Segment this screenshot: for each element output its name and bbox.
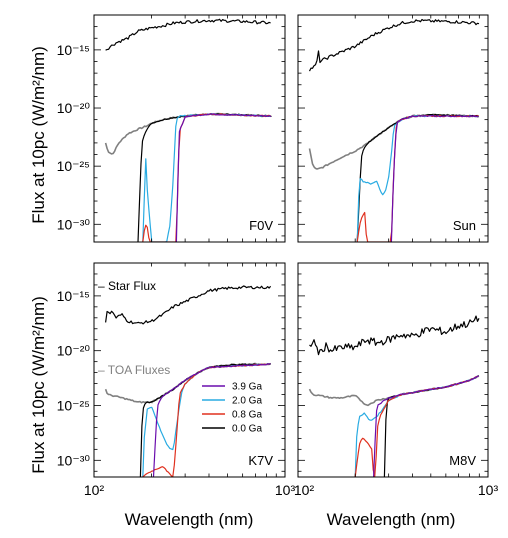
series-lines — [308, 315, 480, 477]
star-flux-annotation: – Star Flux — [98, 279, 156, 293]
line-3.9-ga — [152, 363, 271, 477]
x-tick-label: 10³ — [478, 482, 499, 498]
panel-frame — [297, 262, 489, 478]
toa-flux-line — [308, 374, 480, 407]
panel-label: F0V — [249, 218, 273, 233]
panel-frame — [93, 14, 286, 243]
series-lines — [104, 285, 272, 477]
panel-f0v: 10⁻¹⁵ 10⁻²⁰ 10⁻²⁵ 10⁻³⁰ F0V — [57, 14, 286, 243]
y-tick-label: 10⁻³⁰ — [57, 452, 91, 468]
x-axis-title-right: Wavelength (nm) — [327, 510, 456, 529]
series-lines — [308, 18, 480, 242]
legend-label: 0.8 Ga — [232, 410, 262, 421]
panel-frame — [93, 262, 286, 478]
x-tick-label: 10² — [294, 482, 315, 498]
star-flux-line — [105, 285, 272, 325]
y-axis-title-bottom: Flux at 10pc (W/m²/nm) — [29, 296, 48, 474]
y-tick-label: 10⁻¹⁵ — [57, 42, 90, 58]
panels: 10⁻¹⁵ 10⁻²⁰ 10⁻²⁵ 10⁻³⁰ F0V Sun 10⁻¹⁵ 10⁻²⁰ 10⁻²… — [57, 14, 499, 498]
y-tick-label: 10⁻²⁰ — [57, 343, 91, 359]
panel-label: K7V — [248, 453, 273, 468]
legend-label: 3.9 Ga — [232, 382, 262, 393]
star-flux-line — [308, 18, 480, 72]
y-tick-label: 10⁻²⁵ — [57, 397, 90, 413]
star-flux-line — [309, 315, 480, 356]
line-3.9-ga — [373, 375, 479, 477]
line-3.9-ga — [175, 113, 272, 242]
panel-frame — [297, 14, 489, 243]
legend: 3.9 Ga 2.0 Ga 0.8 Ga 0.0 Ga — [202, 382, 262, 435]
line-3.9-ga — [390, 115, 479, 242]
legend-label: 2.0 Ga — [232, 396, 262, 407]
panel-label: M8V — [449, 453, 476, 468]
panel-sun: Sun — [297, 14, 489, 243]
toa-fluxes-annotation: – TOA Fluxes — [98, 363, 170, 377]
y-tick-label: 10⁻³⁰ — [57, 216, 91, 232]
y-axis-title-top: Flux at 10pc (W/m²/nm) — [29, 46, 48, 224]
x-tick-label: 10³ — [275, 482, 296, 498]
y-tick-label: 10⁻²⁰ — [57, 100, 91, 116]
series-lines — [104, 18, 272, 242]
panel-label: Sun — [453, 218, 476, 233]
toa-flux-line — [104, 112, 272, 155]
x-axis-title-left: Wavelength (nm) — [125, 510, 254, 529]
x-tick-label: 10² — [84, 482, 105, 498]
legend-label: 0.0 Ga — [232, 424, 262, 435]
star-flux-line — [105, 18, 271, 51]
y-tick-label: 10⁻²⁵ — [57, 158, 90, 174]
y-tick-label: 10⁻¹⁵ — [57, 288, 90, 304]
